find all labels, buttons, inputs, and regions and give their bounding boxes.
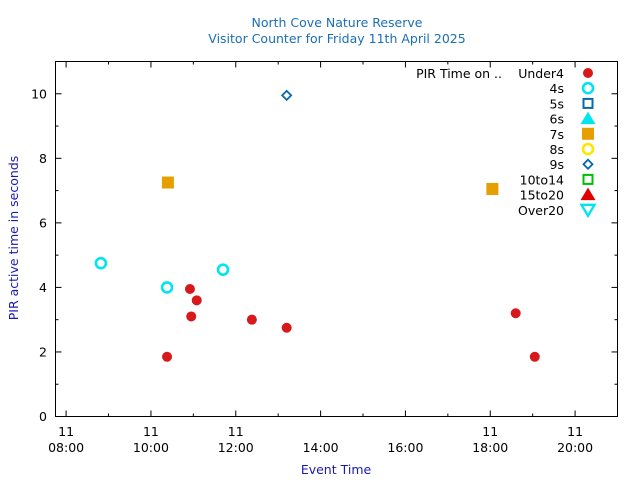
legend-label-5s: 5s bbox=[550, 96, 564, 111]
data-point-under4 bbox=[184, 284, 195, 295]
x-tick-time-label: 08:00 bbox=[48, 440, 84, 455]
data-point-under4 bbox=[191, 295, 202, 306]
legend-marker-over20 bbox=[579, 203, 597, 219]
legend-label-under4: Under4 bbox=[518, 66, 564, 81]
data-point-7s bbox=[161, 176, 174, 189]
x-tick-time-label: 18:00 bbox=[472, 440, 508, 455]
legend-label-7s: 7s bbox=[550, 127, 564, 142]
legend-marker-10to14 bbox=[582, 173, 594, 185]
legend-marker-under4 bbox=[583, 68, 593, 78]
data-point-4s bbox=[216, 263, 230, 276]
y-tick-label: 2 bbox=[39, 344, 47, 359]
y-tick-label: 0 bbox=[39, 409, 47, 424]
plot-frame bbox=[55, 61, 618, 417]
legend-title: PIR Time on .. bbox=[416, 66, 502, 81]
legend-marker-5s bbox=[582, 97, 594, 109]
legend-marker-7s bbox=[582, 127, 594, 140]
y-tick-label: 8 bbox=[39, 151, 47, 166]
legend-marker-4s bbox=[581, 81, 595, 95]
data-point-9s bbox=[280, 89, 293, 102]
chart-subtitle: Visitor Counter for Friday 11th April 20… bbox=[208, 31, 465, 46]
chart-title: North Cove Nature Reserve bbox=[252, 15, 423, 30]
data-point-under4 bbox=[510, 308, 521, 319]
data-point-4s bbox=[160, 281, 174, 294]
x-tick-day-label: 11 bbox=[482, 424, 498, 439]
data-point-4s bbox=[94, 256, 108, 270]
legend-label-10to14: 10to14 bbox=[520, 172, 564, 187]
x-tick-day-label: 11 bbox=[567, 424, 583, 439]
legend-label-over20: Over20 bbox=[518, 203, 564, 218]
legend: PIR Time on .. Under44s5s6s7s8s9s10to141… bbox=[416, 66, 597, 219]
legend-marker-15to20 bbox=[580, 187, 596, 201]
legend-label-6s: 6s bbox=[550, 112, 564, 127]
x-tick-time-label: 10:00 bbox=[133, 440, 169, 455]
legend-marker-9s bbox=[582, 158, 594, 170]
x-tick-day-label: 11 bbox=[58, 424, 74, 439]
legend-label-8s: 8s bbox=[550, 142, 564, 157]
x-tick-time-label: 20:00 bbox=[557, 440, 593, 455]
x-tick-time-label: 14:00 bbox=[303, 440, 339, 455]
x-tick-time-label: 12:00 bbox=[218, 440, 254, 455]
data-point-under4 bbox=[246, 314, 257, 325]
legend-label-15to20: 15to20 bbox=[520, 188, 564, 203]
legend-marker-8s bbox=[581, 142, 595, 156]
y-axis: 0 2 4 6 8 10 bbox=[31, 61, 618, 424]
y-tick-label: 4 bbox=[39, 280, 47, 295]
x-tick-time-label: 16:00 bbox=[387, 440, 423, 455]
data-point-under4 bbox=[281, 322, 292, 333]
x-tick-day-label: 11 bbox=[228, 424, 244, 439]
data-points bbox=[94, 89, 540, 362]
x-axis-label: Event Time bbox=[301, 462, 372, 477]
data-point-under4 bbox=[162, 351, 173, 362]
y-axis-label: PIR active time in seconds bbox=[6, 156, 21, 321]
legend-label-4s: 4s bbox=[550, 81, 564, 96]
y-tick-label: 6 bbox=[39, 215, 47, 230]
legend-marker-6s bbox=[580, 111, 596, 125]
legend-label-9s: 9s bbox=[550, 157, 564, 172]
data-point-under4 bbox=[529, 351, 540, 362]
data-point-7s bbox=[486, 182, 499, 195]
x-tick-day-label: 11 bbox=[143, 424, 159, 439]
y-tick-label: 10 bbox=[31, 86, 47, 101]
data-point-under4 bbox=[186, 311, 197, 322]
